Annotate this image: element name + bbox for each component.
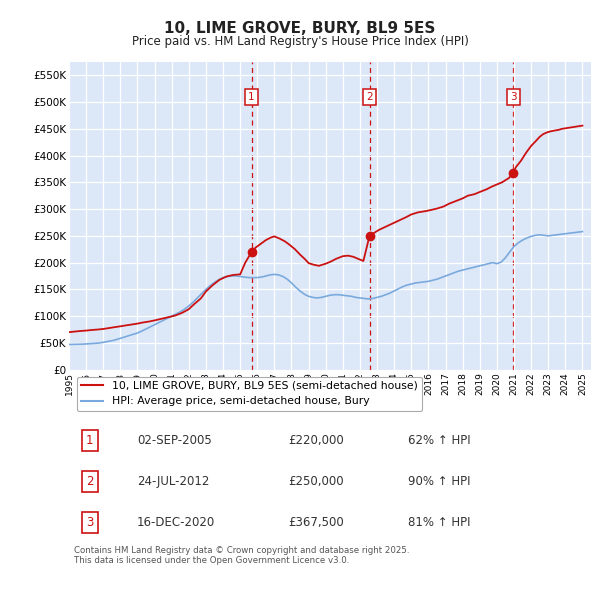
Text: Contains HM Land Registry data © Crown copyright and database right 2025.
This d: Contains HM Land Registry data © Crown c… [74, 546, 410, 565]
Text: £367,500: £367,500 [288, 516, 344, 529]
Text: 2: 2 [366, 92, 373, 102]
Text: 1: 1 [248, 92, 255, 102]
Text: £250,000: £250,000 [288, 476, 344, 489]
Text: 81% ↑ HPI: 81% ↑ HPI [409, 516, 471, 529]
Text: Price paid vs. HM Land Registry's House Price Index (HPI): Price paid vs. HM Land Registry's House … [131, 35, 469, 48]
Legend: 10, LIME GROVE, BURY, BL9 5ES (semi-detached house), HPI: Average price, semi-de: 10, LIME GROVE, BURY, BL9 5ES (semi-deta… [77, 376, 422, 411]
Text: £220,000: £220,000 [288, 434, 344, 447]
Text: 10, LIME GROVE, BURY, BL9 5ES: 10, LIME GROVE, BURY, BL9 5ES [164, 21, 436, 35]
Text: 2: 2 [86, 476, 94, 489]
Text: 3: 3 [86, 516, 94, 529]
Text: 16-DEC-2020: 16-DEC-2020 [137, 516, 215, 529]
Text: 24-JUL-2012: 24-JUL-2012 [137, 476, 209, 489]
Text: 90% ↑ HPI: 90% ↑ HPI [409, 476, 471, 489]
Text: 1: 1 [86, 434, 94, 447]
Text: 02-SEP-2005: 02-SEP-2005 [137, 434, 212, 447]
Text: 3: 3 [510, 92, 517, 102]
Text: 62% ↑ HPI: 62% ↑ HPI [409, 434, 471, 447]
